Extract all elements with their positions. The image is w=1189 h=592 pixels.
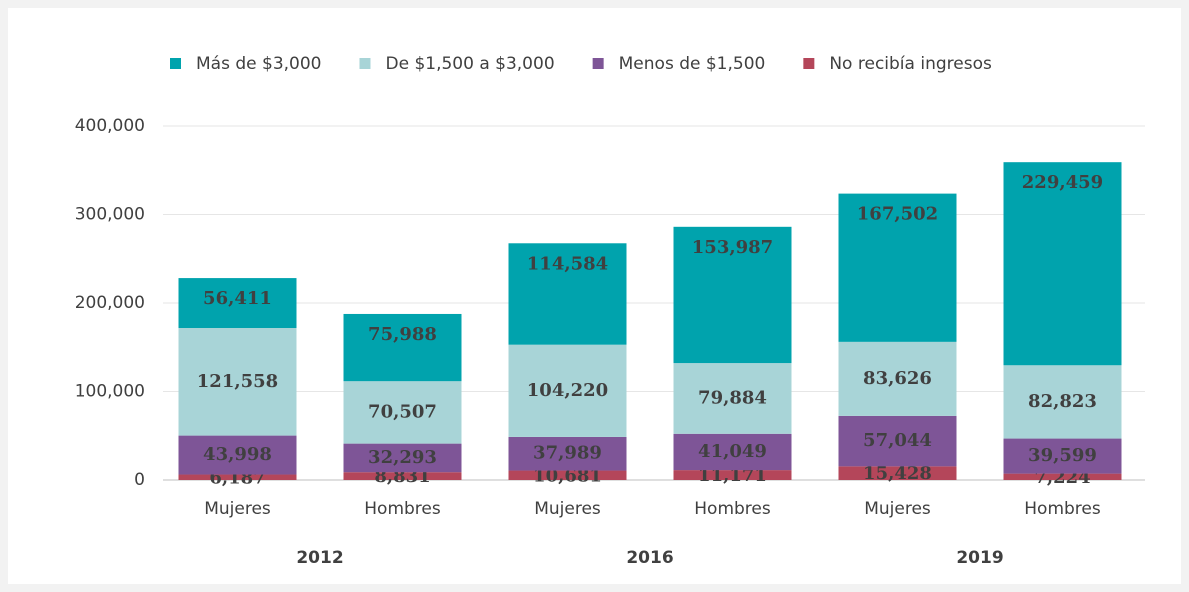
bar-segment xyxy=(673,363,792,434)
x-tick-label: Hombres xyxy=(1024,499,1101,519)
legend-marker xyxy=(170,58,181,69)
legend-label: Más de $3,000 xyxy=(196,54,321,74)
value-label: 43,998 xyxy=(203,444,272,465)
bar-segment xyxy=(1003,162,1122,366)
group-label: 2019 xyxy=(956,548,1003,568)
bar-segment xyxy=(673,226,792,364)
y-tick-label: 300,000 xyxy=(75,205,145,225)
value-label: 32,293 xyxy=(368,447,437,468)
value-label: 83,626 xyxy=(863,368,932,389)
value-label: 79,884 xyxy=(698,387,767,408)
bar-segment xyxy=(343,313,462,382)
value-label: 57,044 xyxy=(863,430,932,451)
value-label: 229,459 xyxy=(1022,172,1103,193)
bar-segment xyxy=(838,193,957,342)
legend-marker xyxy=(592,58,604,69)
bar-segment xyxy=(343,472,462,480)
y-tick-label: 100,000 xyxy=(75,382,145,402)
x-tick-label: Mujeres xyxy=(534,499,601,519)
bar-segment xyxy=(178,278,297,329)
bar-segment xyxy=(508,344,627,437)
value-label: 70,507 xyxy=(368,401,437,422)
bar-segment xyxy=(178,435,297,475)
value-label: 39,599 xyxy=(1028,445,1097,466)
bar-segment xyxy=(673,433,792,471)
legend-label: Menos de $1,500 xyxy=(619,54,766,74)
value-label: 56,411 xyxy=(203,288,272,309)
value-label: 114,584 xyxy=(527,253,608,274)
x-tick-label: Mujeres xyxy=(204,499,271,519)
legend-label: No recibía ingresos xyxy=(829,54,992,74)
legend-marker xyxy=(803,58,815,69)
value-label: 121,558 xyxy=(197,371,278,392)
bar-segment xyxy=(178,328,297,436)
bar-segment xyxy=(1003,365,1122,439)
bar-segment xyxy=(838,415,957,467)
bar-segment xyxy=(838,341,957,416)
group-label: 2012 xyxy=(296,548,343,568)
value-label: 75,988 xyxy=(368,324,437,345)
bar-segment xyxy=(508,470,627,480)
bar-segment xyxy=(1003,438,1122,474)
bar-segment xyxy=(178,474,297,480)
legend-label: De $1,500 a $3,000 xyxy=(385,54,554,74)
bar-segment xyxy=(343,443,462,473)
value-label: 11,171 xyxy=(698,465,767,486)
bar-segment xyxy=(508,243,627,345)
value-label: 167,502 xyxy=(857,204,938,225)
value-label: 15,428 xyxy=(863,463,932,484)
bar-segment xyxy=(508,436,627,471)
x-tick-label: Hombres xyxy=(694,499,771,519)
value-label: 37,989 xyxy=(533,443,602,464)
x-tick-label: Mujeres xyxy=(864,499,931,519)
y-tick-label: 400,000 xyxy=(75,116,145,136)
y-tick-label: 0 xyxy=(134,470,145,490)
legend-marker xyxy=(359,58,371,69)
y-tick-label: 200,000 xyxy=(75,293,145,313)
bar-segment xyxy=(1003,473,1122,480)
bar-segment xyxy=(838,466,957,480)
bar-segment xyxy=(343,381,462,444)
group-label: 2016 xyxy=(626,548,673,568)
value-label: 82,823 xyxy=(1028,391,1097,412)
value-label: 153,987 xyxy=(692,237,773,258)
x-tick-label: Hombres xyxy=(364,499,441,519)
value-label: 104,220 xyxy=(527,380,608,401)
bar-segment xyxy=(673,470,792,480)
value-label: 41,049 xyxy=(698,441,767,462)
